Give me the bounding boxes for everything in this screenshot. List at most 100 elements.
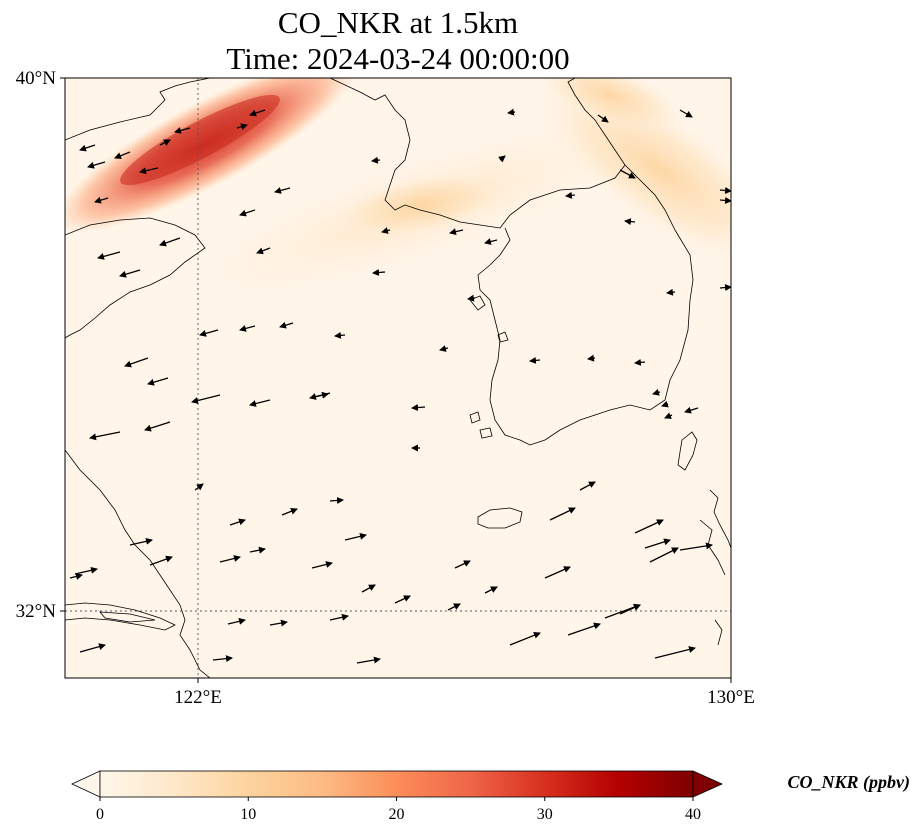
wind-arrow <box>447 603 461 611</box>
wind-arrow <box>597 114 609 123</box>
wind-arrow <box>79 643 106 653</box>
colorbar-tick-label: 10 <box>240 806 256 823</box>
wind-arrow <box>97 251 121 260</box>
map-title: CO_NKR at 1.5km <box>277 5 519 40</box>
wind-arrow <box>124 357 149 368</box>
wind-arrow <box>309 391 329 399</box>
wind-arrow <box>381 227 391 234</box>
wind-arrow <box>329 613 349 621</box>
wind-arrow <box>679 542 713 551</box>
liaodong-coast <box>65 78 211 141</box>
wind-arrow <box>679 109 693 118</box>
wind-arrow <box>191 394 221 404</box>
yangtze-estuary <box>65 602 176 631</box>
wind-arrow <box>147 377 169 386</box>
wind-arrow <box>129 537 153 546</box>
wind-arrow <box>281 507 298 516</box>
wind-arrow <box>484 238 498 245</box>
wind-arrow <box>507 108 516 116</box>
wind-arrow <box>467 294 476 302</box>
west-coast-islands <box>469 295 509 439</box>
wind-arrow <box>484 586 498 594</box>
wind-arrow <box>454 560 471 569</box>
china-coast-south <box>65 449 211 678</box>
wind-arrow <box>249 109 266 117</box>
wind-arrow <box>79 144 96 152</box>
wind-arrow <box>449 228 464 236</box>
colorbar-extend-min <box>71 770 101 798</box>
wind-arrow <box>509 631 541 646</box>
wind-arrow <box>565 191 576 199</box>
wind-arrow <box>634 358 646 366</box>
wind-arrow <box>719 284 731 292</box>
yangtze-island <box>99 611 156 623</box>
wind-arrow <box>236 123 248 131</box>
wind-arrow <box>684 406 699 414</box>
wind-arrow <box>361 584 376 593</box>
wind-arrow <box>94 196 109 204</box>
wind-arrow <box>239 209 256 217</box>
gridlines <box>65 78 731 678</box>
liaodong-coast-east <box>329 78 626 229</box>
wind-arrow <box>619 169 636 179</box>
colorbar-gradient <box>100 771 693 797</box>
wind-arrow <box>279 321 294 329</box>
wind-arrow <box>549 507 576 521</box>
wind-arrow <box>579 481 596 491</box>
ne-plume-top <box>534 78 686 135</box>
wind-arrow <box>149 555 173 566</box>
colorbar-ticks: 0 10 20 30 40 <box>96 797 701 823</box>
wind-arrow <box>619 604 641 615</box>
wind-arrow <box>334 331 346 339</box>
colorbar-tick-label: 30 <box>537 806 553 823</box>
wind-arrow <box>269 619 288 627</box>
north-korea-east-coast <box>477 164 694 446</box>
wind-arrow <box>174 127 191 134</box>
wind-arrow <box>329 496 344 504</box>
wind-arrow <box>212 655 233 663</box>
wind-arrow <box>356 656 381 664</box>
wind-arrow <box>719 196 731 204</box>
wind-arrow <box>159 237 181 247</box>
wind-arrow <box>119 269 141 278</box>
wind-arrow <box>249 399 271 407</box>
wind-arrow <box>249 546 266 554</box>
wind-arrow <box>567 622 601 636</box>
wind-arrow <box>652 388 661 396</box>
colorbar-tick-label: 40 <box>685 806 701 823</box>
wind-arrow <box>411 404 426 412</box>
wind-arrow <box>89 431 121 441</box>
coastlines <box>65 78 731 678</box>
tsushima-island <box>677 431 698 471</box>
wind-arrow <box>666 288 676 296</box>
wind-arrow <box>439 345 449 352</box>
wind-arrow <box>69 573 83 580</box>
colorbar-tick-label: 0 <box>96 806 104 823</box>
colorbar-tick-label: 20 <box>389 806 405 823</box>
axis-ticks <box>60 77 732 683</box>
wind-arrow <box>74 566 98 575</box>
wind-arrow <box>529 356 541 364</box>
jeju-island <box>477 507 523 529</box>
lon-label-122: 122°E <box>174 687 222 708</box>
wind-vectors <box>69 108 731 664</box>
wind-arrow <box>372 269 386 276</box>
coast-plume <box>331 171 509 239</box>
wind-arrow <box>194 483 204 491</box>
map-frame <box>64 77 732 679</box>
wind-arrow <box>664 412 673 419</box>
concentration-field <box>65 78 731 678</box>
wind-arrow <box>144 421 171 432</box>
wind-arrow <box>649 547 679 563</box>
wind-arrow <box>139 167 159 175</box>
colorbar-title: CO_NKR (ppbv) <box>788 772 911 793</box>
wind-arrow <box>544 566 571 579</box>
wind-arrow <box>371 156 381 164</box>
wind-arrow <box>634 519 664 534</box>
wind-arrow <box>87 161 106 169</box>
colorbar-extend-max <box>692 770 723 798</box>
wind-arrow <box>274 187 291 194</box>
wind-arrow <box>498 155 506 163</box>
wind-arrow <box>344 532 367 541</box>
